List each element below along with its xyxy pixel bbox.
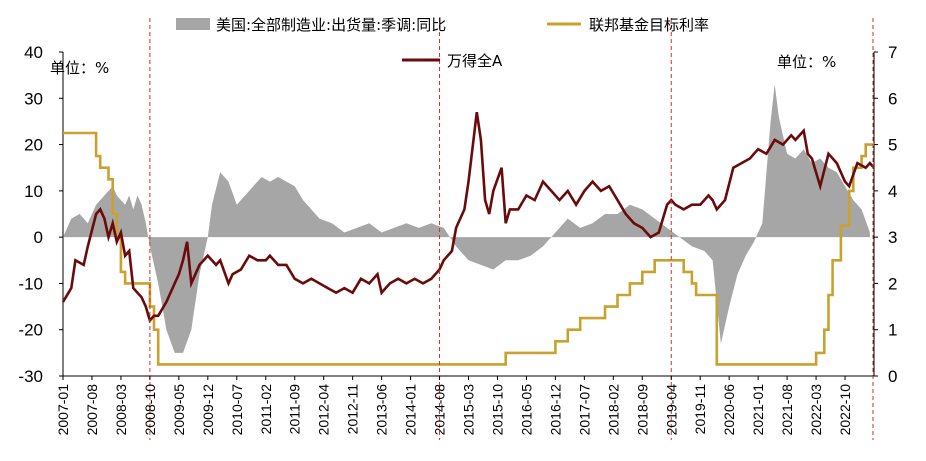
x-tick-label: 2014-01 [403,384,419,436]
x-tick-label: 2016-05 [518,384,534,436]
x-tick-label: 2011-09 [287,384,303,435]
x-tick-label: 2016-12 [547,384,563,436]
x-tick-label: 2013-06 [374,384,390,436]
y-right-tick-label: 6 [888,89,897,108]
legend-label-area: 美国:全部制造业:出货量:季调:同比 [216,16,446,34]
y-right-tick-label: 3 [888,228,897,247]
y-left-tick-label: 20 [24,136,43,155]
y-right-tick-label: 7 [888,43,897,62]
series-line-wind-all-a [61,112,875,324]
y-left-tick-label: 10 [24,182,43,201]
y-left-tick-label: -30 [18,367,43,386]
x-tick-label: 2022-10 [837,384,853,436]
x-tick-label: 2021-01 [750,384,766,436]
x-tick-label: 2007-08 [84,384,100,436]
x-tick-label: 2021-08 [779,384,795,436]
x-tick-label: 2008-03 [113,384,129,436]
x-tick-label: 2015-10 [490,384,506,436]
y-left-tick-label: 40 [24,43,43,62]
legend-label-fed: 联邦基金目标利率 [589,16,709,34]
x-tick-label: 2022-03 [808,384,824,436]
y-left-tick-label: -20 [18,321,43,340]
x-tick-label: 2010-07 [229,384,245,436]
legend-swatch-area [176,18,210,30]
y-left-tick-label: 30 [24,89,43,108]
x-tick-label: 2008-10 [142,384,158,436]
series-area-manufacturing-shipments [63,84,870,353]
y-right-tick-label: 4 [888,182,897,201]
y-right-tick-label: 5 [888,136,897,155]
unit-label-left: 单位：% [50,59,109,77]
x-tick-label: 2020-06 [721,384,737,436]
y-left-tick-label: 0 [34,228,43,247]
x-tick-label: 2018-09 [634,384,650,436]
x-tick-label: 2014-08 [432,384,448,436]
x-tick-label: 2011-02 [258,384,274,435]
x-tick-label: 2015-03 [461,384,477,436]
x-tick-label: 2007-01 [55,384,71,436]
legend-label-wind: 万得全A [447,52,503,70]
x-tick-label: 2012-04 [316,384,332,436]
x-tick-label: 2019-11 [692,384,708,435]
y-right-tick-label: 2 [888,274,897,293]
y-left-tick-label: -10 [18,274,43,293]
x-tick-label: 2009-05 [171,384,187,436]
unit-label-right: 单位：% [777,53,836,71]
y-right-tick-label: 1 [888,321,897,340]
x-tick-label: 2019-04 [663,384,679,436]
x-tick-label: 2018-02 [605,384,621,436]
x-tick-label: 2012-11 [345,384,361,435]
x-tick-label: 2009-12 [200,384,216,436]
y-right-tick-label: 0 [888,367,897,386]
x-tick-label: 2017-07 [576,384,592,436]
